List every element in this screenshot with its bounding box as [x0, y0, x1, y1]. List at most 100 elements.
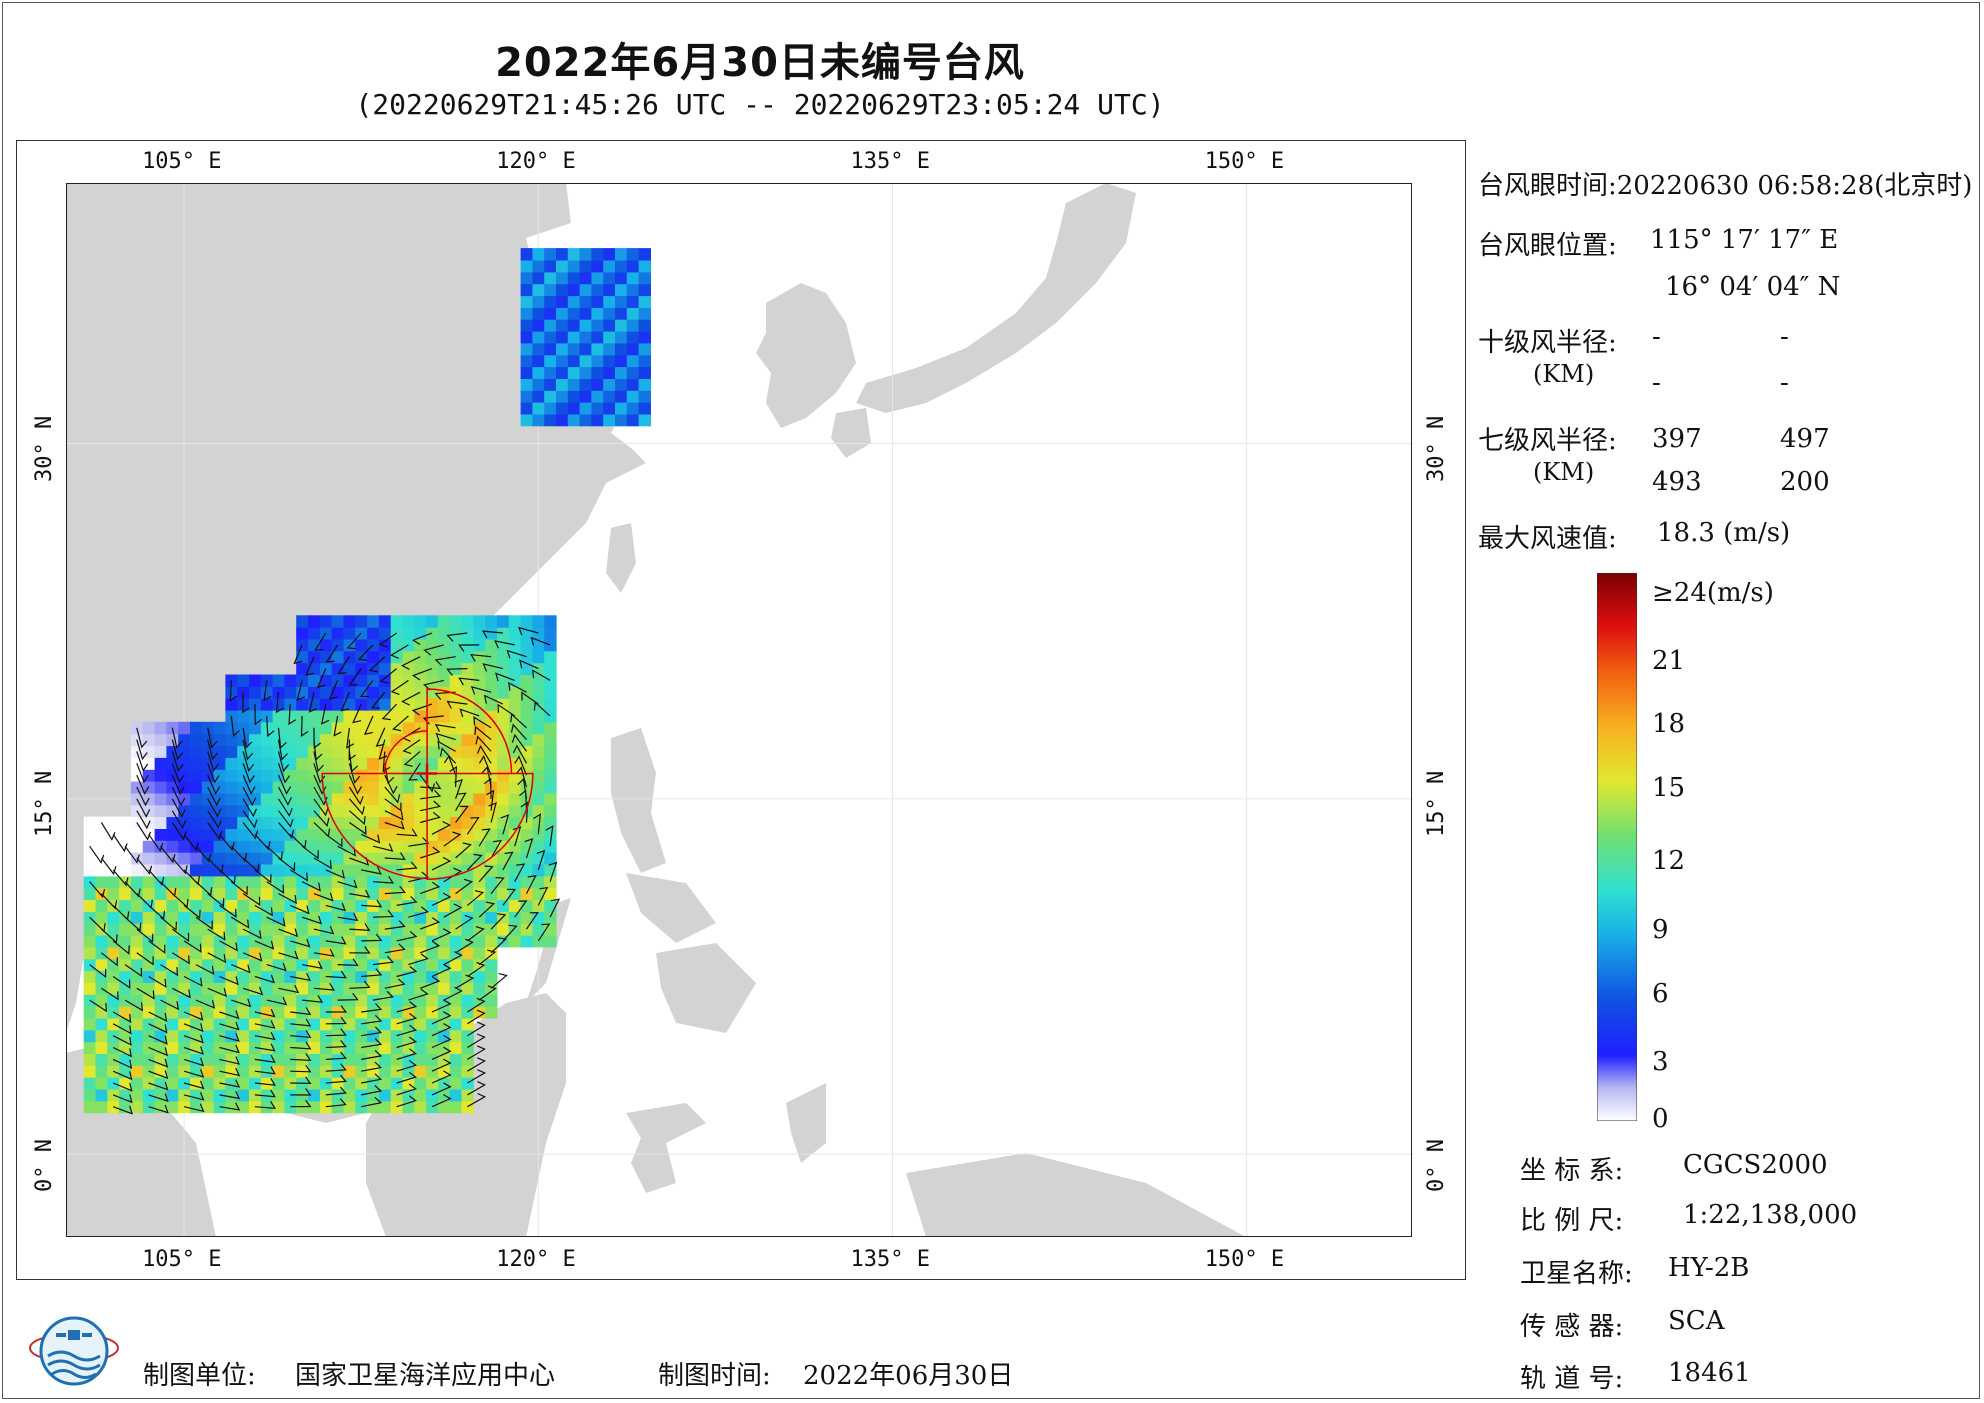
wind-cell	[95, 864, 108, 877]
wind-barb	[172, 987, 191, 999]
wind-cell	[567, 390, 581, 403]
wind-barb	[481, 766, 492, 788]
wind-cell	[378, 627, 392, 640]
wind-cell	[603, 390, 616, 403]
wind-cell	[638, 271, 651, 285]
wind-cell	[402, 721, 415, 735]
wind-barb	[548, 861, 558, 882]
wind-barb	[207, 786, 221, 807]
wind-cell	[532, 378, 545, 391]
wind-barb	[112, 1105, 133, 1115]
wind-barb	[337, 913, 359, 922]
wind-barb	[242, 822, 259, 840]
wind-cell	[414, 686, 427, 699]
wind-cell	[579, 307, 592, 320]
wind-cell	[225, 745, 238, 758]
wind-cell	[190, 923, 203, 936]
wind-cell	[544, 899, 557, 912]
wind-cell	[437, 970, 451, 983]
wind-cell	[638, 342, 651, 356]
wind-barb	[219, 1044, 240, 1054]
wind-cell	[166, 828, 179, 841]
wind-cell	[190, 970, 203, 983]
wind-barb	[290, 1064, 312, 1073]
wind-cell	[319, 875, 333, 889]
wind-cell	[449, 1017, 463, 1031]
wind-cell	[190, 1100, 203, 1114]
wind-cell	[225, 1029, 238, 1043]
wind-cell	[178, 769, 191, 782]
wind-cell	[260, 1006, 274, 1019]
wind-cell	[449, 1100, 463, 1114]
wind-cell	[308, 1029, 321, 1043]
wind-cell	[473, 792, 486, 806]
wind-barb	[207, 727, 218, 749]
wind-cell	[449, 615, 463, 628]
wind-barb	[396, 1012, 418, 1025]
wind-barb	[384, 852, 406, 860]
wind-barb	[148, 869, 165, 886]
wind-cell	[331, 852, 345, 865]
wind-barb	[101, 952, 118, 967]
wind-barb	[384, 786, 401, 804]
wind-field-map[interactable]	[66, 183, 1412, 1237]
wind-cell	[319, 923, 333, 936]
wind-barb	[277, 786, 292, 806]
wind-cell	[626, 307, 640, 320]
wind-cell	[272, 674, 285, 687]
wind-barb	[474, 725, 492, 741]
wind-barb	[333, 715, 342, 737]
wind-cell	[260, 852, 274, 865]
wind-cell	[626, 260, 640, 273]
wind-cell	[213, 875, 226, 889]
wind-cell	[284, 745, 297, 758]
wind-barb	[337, 992, 359, 1001]
wind-cell	[284, 946, 297, 960]
lon-tick-bottom: 135° E	[850, 1247, 930, 1272]
wind-cell	[603, 366, 616, 379]
wind-cell	[497, 769, 510, 782]
wind-cell	[95, 911, 108, 924]
wind-cell	[119, 1053, 132, 1066]
wind-barb	[171, 810, 187, 830]
wind-cell	[556, 271, 569, 285]
colorbar-title: ≥24(m/s)	[1652, 578, 1774, 608]
wind-cell	[638, 331, 651, 344]
wind-cell	[626, 378, 640, 391]
wind-barb	[384, 810, 404, 821]
wind-barb	[375, 727, 386, 747]
wind-barb	[396, 1095, 418, 1108]
wind-barb	[183, 1034, 204, 1044]
wind-cell	[473, 662, 486, 675]
wind-cell	[107, 887, 120, 900]
wind-cell	[190, 982, 203, 995]
wind-barb	[219, 1010, 240, 1020]
wind-barb	[500, 814, 510, 835]
wind-cell	[579, 402, 592, 415]
wind-cell	[532, 840, 545, 853]
wind-barb	[408, 953, 429, 966]
wind-cell	[638, 295, 651, 308]
wind-barb	[301, 845, 319, 860]
maker-value: 国家卫星海洋应用中心	[295, 1361, 556, 1391]
wind-cell	[213, 911, 226, 924]
wind-cell	[260, 1017, 274, 1031]
wind-barb	[230, 881, 248, 896]
wind-cell	[556, 390, 569, 403]
wind-cell	[449, 698, 463, 711]
wind-cell	[178, 911, 191, 924]
wind-barb	[481, 630, 503, 639]
wind-cell	[296, 1017, 309, 1031]
wind-cell	[95, 1006, 108, 1019]
wind-cell	[485, 935, 498, 948]
wind-cell	[508, 638, 522, 652]
wind-cell	[237, 1053, 250, 1066]
wind-cell	[319, 840, 333, 853]
wind-cell	[154, 899, 167, 912]
wind-barb	[242, 739, 254, 761]
wind-barb	[530, 636, 551, 646]
wind-cell	[603, 378, 616, 391]
maker-label: 制图单位:	[143, 1361, 256, 1391]
wind-cell	[296, 804, 309, 818]
wind-barb	[511, 733, 527, 752]
